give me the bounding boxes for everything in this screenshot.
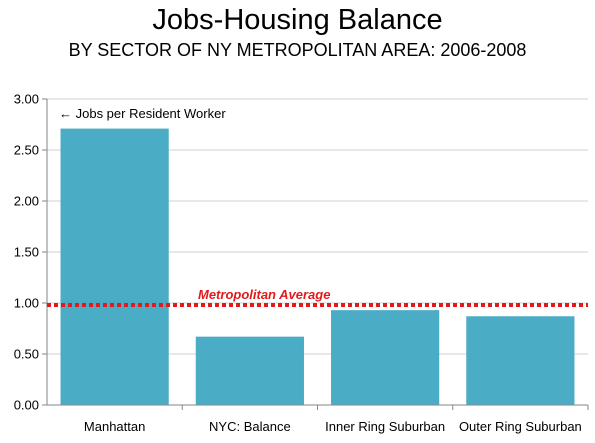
metropolitan-average-label: Metropolitan Average <box>198 287 330 302</box>
bar <box>60 128 169 405</box>
bar <box>331 310 440 405</box>
y-tick-label: 1.00 <box>14 296 39 311</box>
category-label: Inner Ring Suburban <box>325 419 445 434</box>
chart-title: Jobs-Housing Balance <box>152 4 443 36</box>
y-tick-label: 2.00 <box>14 194 39 209</box>
y-tick-label: 2.50 <box>14 143 39 158</box>
chart-subtitle: BY SECTOR OF NY METROPOLITAN AREA: 2006-… <box>68 40 527 60</box>
bars <box>60 128 575 405</box>
category-label: Manhattan <box>84 419 145 434</box>
category-label: NYC: Balance <box>209 419 291 434</box>
bar <box>466 316 575 405</box>
bar <box>195 336 304 405</box>
y-tick-label: 0.00 <box>14 398 39 413</box>
jobs-per-resident-worker-annotation: ← Jobs per Resident Worker <box>59 106 226 121</box>
category-label: Outer Ring Suburban <box>459 419 582 434</box>
y-tick-label: 3.00 <box>14 92 39 107</box>
x-axis-categories: Manhattan NYC: Balance Inner Ring Suburban… <box>84 405 589 434</box>
y-axis-ticks: 0.00 0.50 1.00 1.50 2.00 2.50 3.00 <box>14 92 47 413</box>
y-tick-label: 1.50 <box>14 245 39 260</box>
y-tick-label: 0.50 <box>14 347 39 362</box>
